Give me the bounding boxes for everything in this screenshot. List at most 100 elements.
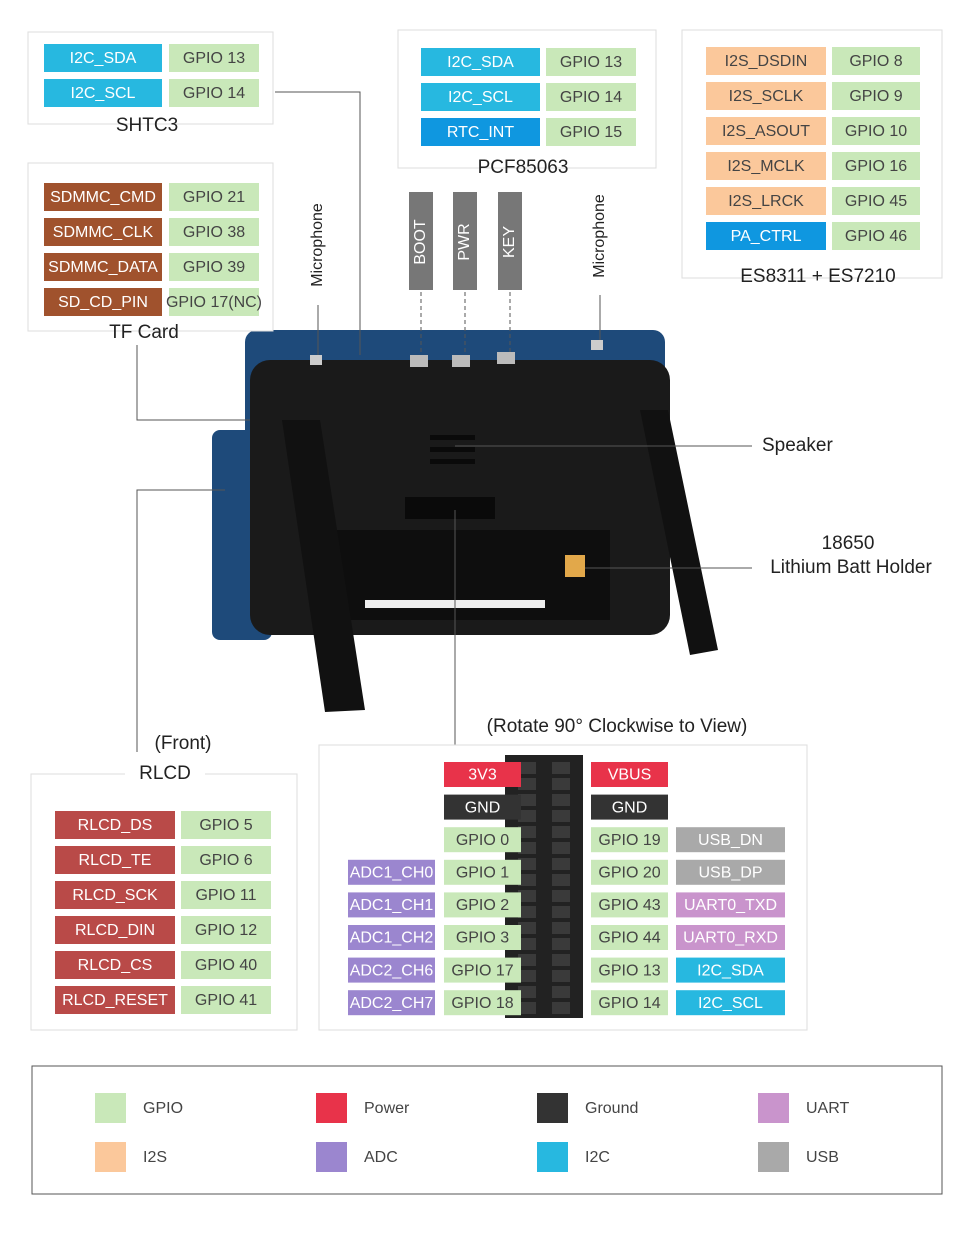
- pin-label: GPIO 0: [456, 832, 509, 849]
- pin-box: [591, 859, 668, 885]
- button-label: KEY: [501, 226, 518, 258]
- pin-label: GPIO 14: [598, 995, 660, 1012]
- pin-box: [546, 83, 636, 111]
- pin-hole: [518, 810, 536, 822]
- legend-swatch: [316, 1142, 347, 1172]
- pin-label: GPIO 13: [560, 54, 622, 71]
- pin-label: GND: [612, 799, 648, 816]
- legend-swatch: [316, 1093, 347, 1123]
- pin-hole: [552, 826, 570, 838]
- pin-label: ADC2_CH6: [350, 962, 434, 979]
- pin-box: [546, 118, 636, 146]
- pin-label: GPIO 38: [183, 224, 245, 241]
- button-label: BOOT: [412, 219, 429, 265]
- pin-label: I2C_SCL: [71, 85, 136, 102]
- pin-box: [832, 152, 920, 180]
- pin-label: RLCD_RESET: [62, 992, 168, 1009]
- pin-box: [676, 859, 785, 885]
- pin-label: I2C_SDA: [697, 962, 764, 979]
- pin-hole: [518, 922, 536, 934]
- pin-label: GPIO 43: [598, 897, 660, 914]
- pin-box: [169, 288, 259, 316]
- pin-hole: [552, 954, 570, 966]
- callout: Microphone: [309, 203, 326, 287]
- pin-label: SDMMC_CMD: [50, 189, 156, 206]
- pin-label: GND: [465, 799, 501, 816]
- pin-box: [55, 916, 175, 944]
- pin-hole: [552, 938, 570, 950]
- pin-hole: [518, 954, 536, 966]
- pin-box: [421, 118, 540, 146]
- group-label: ES8311 + ES7210: [740, 266, 895, 287]
- pin-hole: [518, 874, 536, 886]
- pin-box: [348, 925, 435, 950]
- legend-label: GPIO: [143, 1100, 183, 1117]
- pin-label: USB_DP: [698, 865, 762, 882]
- pin-box: [348, 859, 435, 885]
- pin-label: RLCD_DS: [78, 817, 153, 834]
- pin-box: [444, 925, 521, 950]
- pin-label: USB_DN: [698, 832, 763, 849]
- pin-hole: [518, 938, 536, 950]
- pin-box: [44, 183, 162, 211]
- pin-label: GPIO 19: [598, 832, 660, 849]
- legend-label: USB: [806, 1149, 839, 1166]
- callout: Speaker: [762, 435, 833, 456]
- pin-box: [591, 827, 668, 853]
- pin-label: VBUS: [608, 767, 652, 784]
- pin-box: [181, 811, 271, 839]
- pin-box: [181, 846, 271, 874]
- pin-label: GPIO 46: [845, 228, 907, 245]
- pin-box: [591, 794, 668, 820]
- pin-label: ADC2_CH7: [350, 995, 434, 1012]
- pin-label: GPIO 5: [199, 817, 252, 834]
- pin-label: RTC_INT: [447, 124, 514, 141]
- pin-label: GPIO 6: [199, 852, 252, 869]
- pin-box: [421, 48, 540, 76]
- pin-label: GPIO 2: [456, 897, 509, 914]
- pin-hole: [518, 1002, 536, 1014]
- legend-label: UART: [806, 1100, 849, 1117]
- pin-hole: [518, 762, 536, 774]
- device-photo: [212, 330, 718, 712]
- pin-label: GPIO 45: [845, 193, 907, 210]
- pin-box: [169, 44, 259, 72]
- legend-swatch: [758, 1142, 789, 1172]
- pin-label: GPIO 12: [195, 922, 257, 939]
- pin-hole: [552, 922, 570, 934]
- legend-label: ADC: [364, 1149, 398, 1166]
- pin-box: [676, 925, 785, 950]
- note: (Front): [155, 733, 212, 754]
- pin-hole: [552, 874, 570, 886]
- pin-hole: [518, 970, 536, 982]
- pin-box: [832, 187, 920, 215]
- pin-box: [706, 222, 826, 250]
- pin-label: I2C_SCL: [698, 995, 763, 1012]
- pin-hole: [518, 794, 536, 806]
- pin-label: GPIO 3: [456, 930, 509, 947]
- pin-label: GPIO 40: [195, 957, 257, 974]
- pin-label: GPIO 11: [195, 887, 256, 904]
- legend-label: Ground: [585, 1100, 638, 1117]
- pin-label: I2C_SDA: [447, 54, 514, 71]
- pin-label: GPIO 10: [845, 123, 907, 140]
- callout: Microphone: [591, 194, 608, 278]
- pin-label: GPIO 14: [183, 85, 245, 102]
- pin-hole: [552, 778, 570, 790]
- pin-label: 3V3: [468, 767, 497, 784]
- pin-box: [181, 916, 271, 944]
- pin-label: I2S_LRCK: [728, 193, 804, 210]
- pin-label: SDMMC_CLK: [53, 224, 154, 241]
- pin-box: [706, 187, 826, 215]
- legend-panel: [31, 1065, 943, 1195]
- pin-label: PA_CTRL: [731, 228, 802, 245]
- pin-box: [676, 892, 785, 918]
- legend-label: I2S: [143, 1149, 167, 1166]
- pin-label: GPIO 44: [598, 930, 660, 947]
- pin-box: [832, 82, 920, 110]
- pin-hole: [552, 810, 570, 822]
- group-label: TF Card: [109, 322, 179, 343]
- pin-label: GPIO 17(NC): [166, 294, 262, 311]
- pin-label: GPIO 41: [195, 992, 257, 1009]
